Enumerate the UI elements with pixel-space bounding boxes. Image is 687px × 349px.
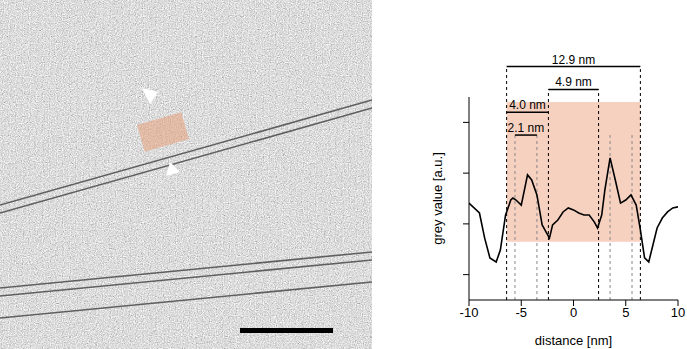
svg-text:10: 10 [671, 305, 685, 320]
svg-text:2.1 nm: 2.1 nm [508, 121, 545, 135]
svg-text:-5: -5 [515, 305, 527, 320]
svg-text:12.9 nm: 12.9 nm [552, 53, 595, 67]
svg-text:4.9 nm: 4.9 nm [555, 75, 592, 89]
svg-text:5: 5 [622, 305, 629, 320]
svg-text:-10: -10 [460, 305, 479, 320]
svg-text:0: 0 [570, 305, 577, 320]
svg-text:grey value [a.u.]: grey value [a.u.] [430, 152, 445, 245]
svg-text:distance [nm]: distance [nm] [535, 333, 612, 348]
svg-text:4.0 nm: 4.0 nm [509, 98, 546, 112]
